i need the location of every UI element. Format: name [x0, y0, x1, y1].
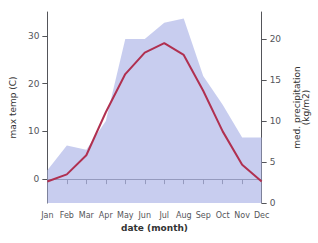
svg-text:med. precipitation: med. precipitation: [291, 66, 302, 149]
svg-text:Aug: Aug: [176, 211, 192, 220]
svg-text:Nov: Nov: [234, 211, 250, 220]
svg-text:Jun: Jun: [138, 211, 152, 220]
svg-text:10: 10: [270, 116, 282, 126]
svg-text:date (month): date (month): [121, 223, 188, 233]
svg-text:Apr: Apr: [99, 211, 114, 220]
svg-text:Sep: Sep: [196, 211, 211, 220]
svg-text:May: May: [117, 211, 134, 220]
svg-text:0: 0: [270, 198, 276, 208]
svg-text:5: 5: [270, 157, 276, 167]
svg-text:Mar: Mar: [79, 211, 95, 220]
svg-text:10: 10: [28, 126, 40, 136]
svg-text:15: 15: [270, 75, 281, 85]
svg-text:max temp (C): max temp (C): [8, 76, 18, 138]
svg-text:20: 20: [28, 79, 40, 89]
svg-text:(kg/m2): (kg/m2): [301, 90, 311, 125]
svg-text:20: 20: [270, 34, 282, 44]
svg-text:0: 0: [34, 174, 40, 184]
svg-text:Dec: Dec: [254, 211, 269, 220]
svg-text:Jul: Jul: [158, 211, 169, 220]
svg-text:Oct: Oct: [216, 211, 230, 220]
svg-text:30: 30: [28, 31, 40, 41]
svg-text:Jan: Jan: [40, 211, 53, 220]
svg-text:Feb: Feb: [60, 211, 74, 220]
